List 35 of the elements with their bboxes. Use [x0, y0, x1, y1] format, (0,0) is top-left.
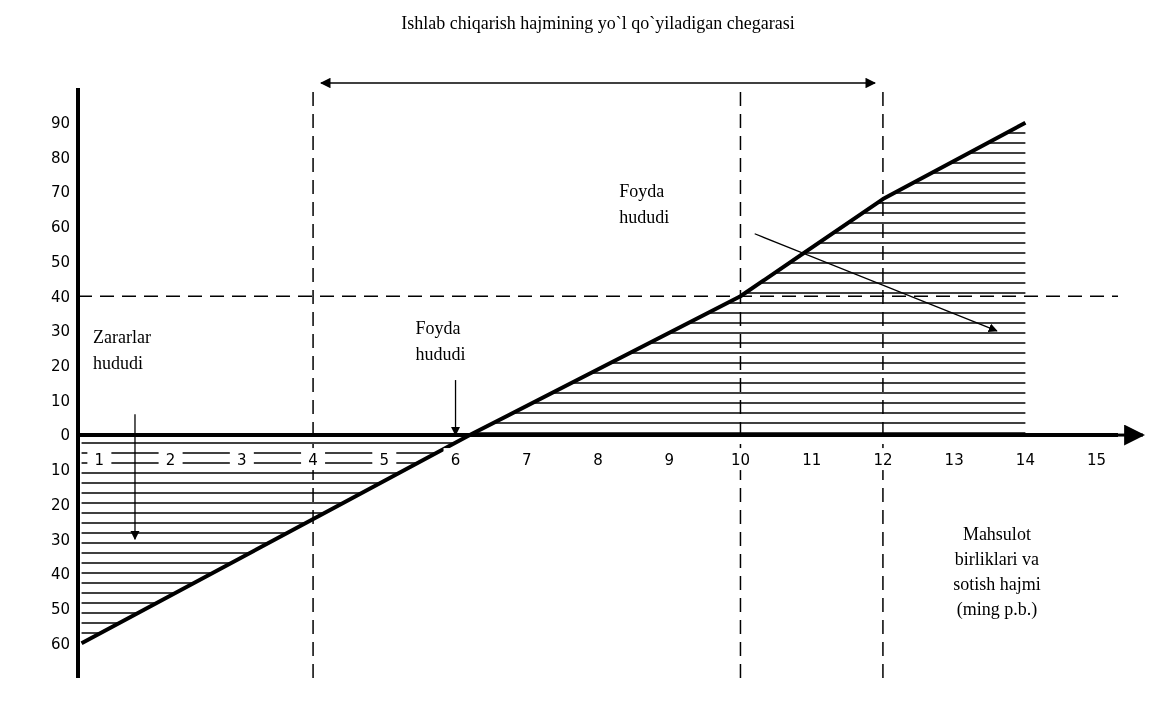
annotation: Foyda hududi	[619, 180, 671, 230]
y-tick-label: 20	[50, 495, 70, 514]
x-tick-label: 15	[1087, 451, 1107, 470]
x-tick-label: 13	[944, 451, 964, 470]
y-tick-label: 60	[50, 634, 70, 653]
x-tick-label: 3	[237, 451, 247, 470]
x-axis-title: Mahsulot birliklari va sotish hajmi (ming p.b.)	[952, 522, 1042, 621]
y-tick-label: 70	[50, 183, 70, 202]
y-tick-label: 30	[50, 530, 70, 549]
y-tick-label: 10	[50, 391, 70, 410]
y-tick-label: 50	[50, 599, 70, 618]
y-tick-label: 90	[50, 114, 70, 133]
x-tick-label: 8	[593, 451, 603, 470]
y-tick-label: 20	[50, 356, 70, 375]
x-tick-label: 5	[379, 451, 390, 470]
y-tick-label: 30	[50, 322, 70, 341]
x-tick-label: 2	[165, 451, 176, 470]
x-tick-label: 4	[308, 451, 318, 470]
y-tick-label: 0	[60, 426, 70, 445]
y-tick-label: 50	[50, 252, 70, 271]
annotation: Zararlar hududi	[93, 326, 152, 375]
x-tick-label: 10	[730, 451, 751, 470]
x-tick-label: 12	[873, 451, 893, 470]
y-tick-label: 80	[50, 148, 70, 167]
x-tick-label: 7	[521, 451, 532, 470]
annotation: Foyda hududi	[415, 317, 467, 367]
x-tick-label: 6	[450, 451, 461, 470]
chart-title: Ishlab chiqarish hajmining yo`l qo`yiladigan chegarasi	[400, 12, 796, 35]
y-tick-label: 60	[50, 218, 70, 237]
y-tick-label: 40	[50, 565, 70, 584]
y-tick-label: 40	[50, 287, 70, 306]
x-tick-label: 14	[1015, 451, 1035, 470]
x-tick-label: 11	[802, 451, 822, 470]
x-tick-label: 9	[664, 451, 675, 470]
x-tick-label: 1	[94, 451, 105, 470]
